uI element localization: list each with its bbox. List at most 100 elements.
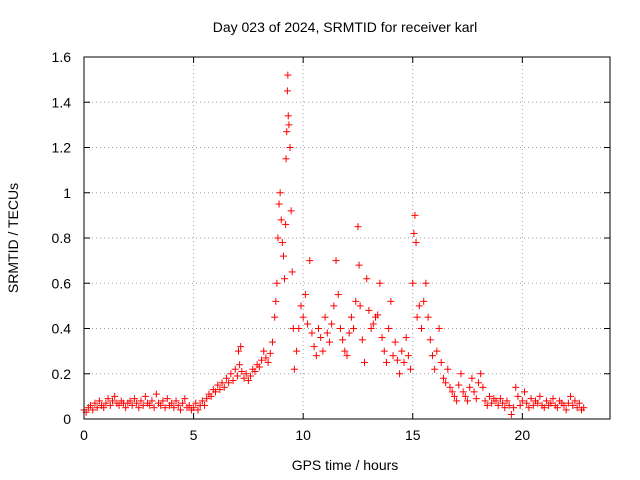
- data-point: [240, 374, 248, 382]
- axis-ticks: [83, 56, 610, 420]
- data-point: [281, 275, 289, 283]
- data-point: [235, 347, 243, 355]
- data-point: [172, 397, 180, 405]
- data-point: [446, 383, 454, 391]
- data-point: [580, 404, 588, 412]
- data-point: [547, 399, 555, 407]
- data-point: [488, 399, 496, 407]
- data-point: [428, 352, 436, 360]
- data-point: [174, 401, 182, 409]
- x-tick-label: 10: [295, 427, 311, 443]
- data-point: [516, 401, 524, 409]
- data-point: [355, 261, 363, 269]
- data-point: [330, 302, 338, 310]
- data-point: [229, 377, 237, 385]
- data-point: [334, 291, 342, 299]
- data-point: [218, 379, 226, 387]
- data-point: [299, 313, 307, 321]
- data-point: [398, 347, 406, 355]
- data-point: [315, 325, 323, 332]
- data-point: [310, 343, 318, 351]
- data-point: [238, 367, 246, 375]
- data-point: [400, 358, 408, 366]
- data-point: [181, 395, 189, 403]
- data-point: [231, 365, 239, 373]
- data-point: [262, 354, 270, 362]
- data-point: [540, 404, 548, 412]
- data-point: [198, 397, 206, 405]
- data-point: [290, 365, 298, 373]
- data-point: [567, 392, 575, 400]
- data-point: [115, 401, 123, 409]
- data-point: [170, 404, 178, 412]
- data-point: [274, 234, 282, 242]
- data-point: [343, 352, 351, 360]
- data-point: [365, 306, 373, 314]
- data-point: [179, 399, 187, 407]
- data-point: [510, 404, 518, 412]
- data-point: [418, 325, 426, 332]
- data-point: [512, 383, 520, 391]
- data-point: [325, 338, 333, 346]
- data-point: [203, 395, 211, 403]
- data-point: [220, 383, 228, 391]
- data-point: [424, 313, 432, 321]
- data-point: [278, 239, 286, 247]
- data-point: [236, 361, 244, 369]
- data-point: [321, 313, 329, 321]
- data-point: [385, 325, 393, 332]
- data-point: [420, 297, 428, 305]
- data-point: [244, 377, 252, 385]
- data-point: [276, 189, 284, 197]
- data-point: [190, 404, 198, 412]
- y-tick-label: 1.6: [52, 49, 72, 65]
- data-point: [431, 365, 439, 373]
- data-point: [439, 374, 447, 382]
- data-point: [457, 370, 465, 378]
- data-point: [411, 211, 419, 219]
- data-point: [293, 347, 301, 355]
- data-point: [135, 404, 143, 412]
- data-point: [536, 392, 544, 400]
- data-point: [499, 399, 507, 407]
- data-point: [496, 395, 504, 403]
- data-point: [437, 358, 445, 366]
- data-point: [448, 388, 456, 396]
- y-tick-label: 0.4: [52, 321, 72, 337]
- data-point: [369, 320, 377, 328]
- y-tick-label: 1.4: [52, 94, 72, 110]
- data-point: [89, 406, 97, 414]
- data-point: [152, 390, 160, 398]
- data-point: [407, 365, 415, 373]
- data-point: [185, 401, 193, 409]
- data-point: [464, 397, 472, 405]
- x-axis-label: GPS time / hours: [292, 457, 399, 473]
- data-point: [435, 325, 443, 332]
- data-point: [505, 401, 513, 409]
- data-point: [251, 367, 259, 375]
- data-point: [301, 291, 309, 299]
- data-point: [284, 112, 292, 120]
- data-point: [367, 325, 375, 332]
- data-point: [573, 404, 581, 412]
- data-point: [575, 399, 583, 407]
- data-point: [525, 404, 533, 412]
- data-point: [272, 297, 280, 305]
- data-point: [194, 406, 202, 414]
- data-point: [378, 334, 386, 342]
- data-point: [286, 144, 294, 151]
- data-point: [225, 379, 233, 387]
- x-tick-labels: 0 5 10 15 20: [80, 427, 530, 443]
- data-point: [93, 404, 101, 412]
- chart-title: Day 023 of 2024, SRMTID for receiver kar…: [213, 19, 478, 35]
- data-point: [126, 397, 134, 405]
- data-point: [450, 392, 458, 400]
- data-point: [312, 352, 320, 360]
- data-point: [494, 401, 502, 409]
- data-point: [233, 372, 241, 380]
- data-point: [514, 392, 522, 400]
- data-point: [483, 401, 491, 409]
- data-point: [332, 257, 340, 265]
- data-point: [569, 401, 577, 409]
- data-point: [283, 128, 291, 136]
